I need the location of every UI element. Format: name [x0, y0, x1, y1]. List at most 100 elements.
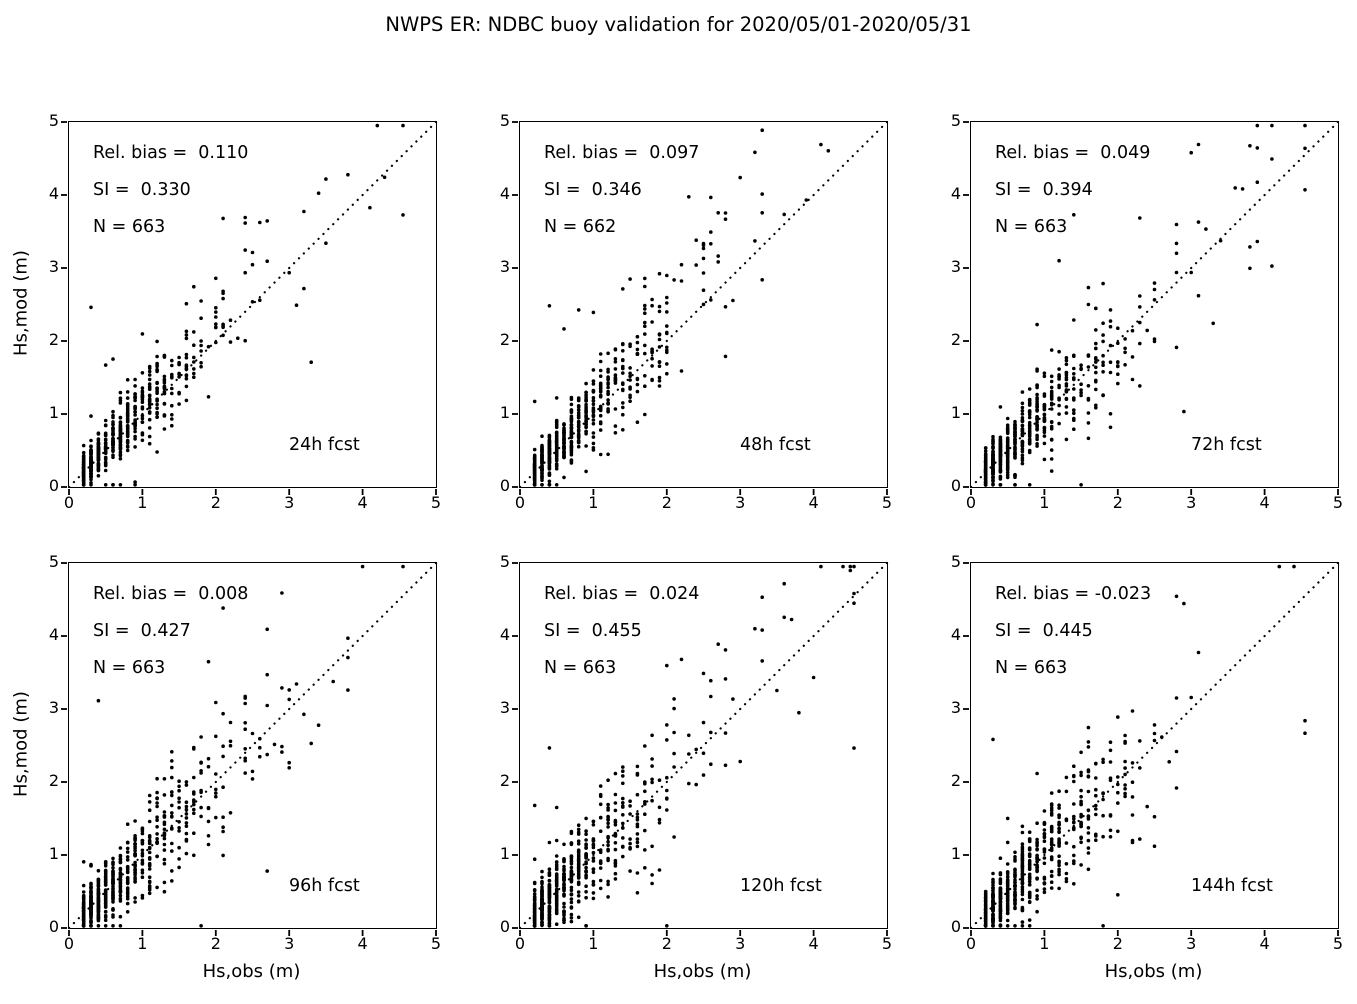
- x-tick-label: 1: [588, 493, 599, 512]
- stats-block: Rel. bias = -0.023 SI = 0.445 N = 663: [995, 576, 1151, 687]
- panel-120h-fcst: Rel. bias = 0.024 SI = 0.455 N = 663 120h …: [500, 552, 892, 953]
- fcst-label: 72h fcst: [1191, 435, 1262, 455]
- x-tick-label: 4: [808, 934, 819, 953]
- x-tick-label: 5: [881, 493, 893, 512]
- y-tick-label: 2: [48, 330, 59, 349]
- panel-48h-fcst: Rel. bias = 0.097 SI = 0.346 N = 662 48h f…: [500, 111, 892, 512]
- stats-rel-bias: Rel. bias = 0.008: [93, 584, 249, 604]
- fcst-label: 24h fcst: [289, 435, 360, 455]
- x-tick-label: 1: [1039, 934, 1050, 953]
- y-tick-label: 1: [950, 403, 961, 422]
- x-tick-label: 0: [514, 493, 526, 512]
- x-tick-label: 3: [1186, 934, 1197, 953]
- x-tick-label: 4: [808, 493, 819, 512]
- x-tick-label: 3: [284, 934, 295, 953]
- y-tick-label: 1: [499, 844, 510, 863]
- x-tick-label: 4: [1259, 493, 1270, 512]
- x-axis-label: Hs,obs (m): [1104, 961, 1203, 982]
- stats-block: Rel. bias = 0.097 SI = 0.346 N = 662: [544, 135, 699, 246]
- panel-24h-fcst: Rel. bias = 0.110 SI = 0.330 N = 663 24h f…: [49, 111, 441, 512]
- x-tick-label: 0: [514, 934, 526, 953]
- y-tick-label: 4: [499, 184, 510, 203]
- stats-block: Rel. bias = 0.008 SI = 0.427 N = 663: [93, 576, 248, 687]
- stats-n: N = 663: [93, 658, 166, 678]
- x-tick-label: 4: [357, 493, 368, 512]
- y-tick-label: 4: [950, 625, 961, 644]
- x-tick-label: 5: [1332, 934, 1344, 953]
- x-tick-label: 5: [881, 934, 893, 953]
- x-tick-label: 1: [588, 934, 599, 953]
- y-tick-label: 0: [950, 917, 961, 936]
- stats-block: Rel. bias = 0.024 SI = 0.455 N = 663: [544, 576, 699, 687]
- x-tick-label: 2: [1112, 493, 1123, 512]
- stats-n: N = 663: [995, 658, 1068, 678]
- y-tick-label: 1: [48, 403, 59, 422]
- y-tick-label: 2: [950, 771, 961, 790]
- y-tick-label: 4: [48, 184, 59, 203]
- y-tick-label: 1: [499, 403, 510, 422]
- y-tick-label: 2: [950, 330, 961, 349]
- scatter-points: [532, 128, 831, 487]
- x-tick-label: 0: [965, 493, 977, 512]
- scatter-plot-svg: [61, 561, 438, 936]
- y-tick-label: 5: [48, 111, 59, 130]
- x-tick-label: 3: [284, 493, 295, 512]
- stats-block: Rel. bias = 0.049 SI = 0.394 N = 663: [995, 135, 1150, 246]
- fcst-label: 48h fcst: [740, 435, 811, 455]
- stats-n: N = 662: [544, 217, 617, 237]
- panel-72h-fcst: Rel. bias = 0.049 SI = 0.394 N = 663 72h f…: [951, 111, 1343, 512]
- stats-rel-bias: Rel. bias = 0.049: [995, 143, 1151, 163]
- x-tick-label: 0: [63, 493, 75, 512]
- x-tick-label: 2: [1112, 934, 1123, 953]
- scatter-points: [983, 123, 1307, 487]
- y-tick-label: 2: [499, 771, 510, 790]
- x-tick-label: 5: [1332, 493, 1344, 512]
- y-tick-label: 0: [950, 476, 961, 495]
- y-tick-label: 5: [950, 111, 961, 130]
- scatter-plot-svg: [61, 120, 438, 495]
- stats-rel-bias: Rel. bias = 0.024: [544, 584, 700, 604]
- y-tick-label: 4: [950, 184, 961, 203]
- stats-si: SI = 0.445: [995, 621, 1093, 641]
- y-tick-label: 2: [499, 330, 510, 349]
- y-tick-label: 0: [499, 917, 510, 936]
- scatter-points: [81, 564, 405, 928]
- x-tick-label: 2: [661, 493, 672, 512]
- x-tick-label: 2: [661, 934, 672, 953]
- y-axis-label: Hs,mod (m): [10, 691, 32, 798]
- stats-si: SI = 0.330: [93, 180, 191, 200]
- panel-96h-fcst: Rel. bias = 0.008 SI = 0.427 N = 663 96h f…: [49, 552, 441, 953]
- x-tick-label: 5: [430, 493, 442, 512]
- x-tick-label: 0: [63, 934, 75, 953]
- y-tick-label: 3: [48, 257, 59, 276]
- figure-title: NWPS ER: NDBC buoy validation for 2020/0…: [385, 13, 972, 36]
- stats-rel-bias: Rel. bias = 0.110: [93, 143, 249, 163]
- y-tick-label: 5: [950, 552, 961, 571]
- panel-144h-fcst: Rel. bias = -0.023 SI = 0.445 N = 663 144h…: [951, 552, 1343, 953]
- stats-n: N = 663: [544, 658, 617, 678]
- x-tick-label: 1: [1039, 493, 1050, 512]
- scatter-plot-svg: [512, 561, 889, 936]
- x-tick-label: 1: [137, 934, 148, 953]
- x-tick-label: 3: [735, 934, 746, 953]
- scatter-points: [532, 564, 856, 928]
- y-axis-label: Hs,mod (m): [10, 250, 32, 357]
- y-tick-label: 5: [48, 552, 59, 571]
- x-tick-label: 4: [1259, 934, 1270, 953]
- stats-si: SI = 0.394: [995, 180, 1093, 200]
- x-tick-label: 0: [965, 934, 977, 953]
- x-tick-label: 4: [357, 934, 368, 953]
- x-axis-label: Hs,obs (m): [653, 961, 752, 982]
- stats-si: SI = 0.427: [93, 621, 191, 641]
- x-tick-label: 2: [210, 493, 221, 512]
- y-tick-label: 0: [48, 917, 59, 936]
- stats-si: SI = 0.346: [544, 180, 642, 200]
- y-tick-label: 0: [499, 476, 510, 495]
- scatter-points: [81, 123, 405, 487]
- y-tick-label: 3: [499, 257, 510, 276]
- y-tick-label: 3: [48, 698, 59, 717]
- fcst-label: 144h fcst: [1191, 876, 1273, 896]
- y-tick-label: 1: [950, 844, 961, 863]
- stats-si: SI = 0.455: [544, 621, 642, 641]
- x-tick-label: 2: [210, 934, 221, 953]
